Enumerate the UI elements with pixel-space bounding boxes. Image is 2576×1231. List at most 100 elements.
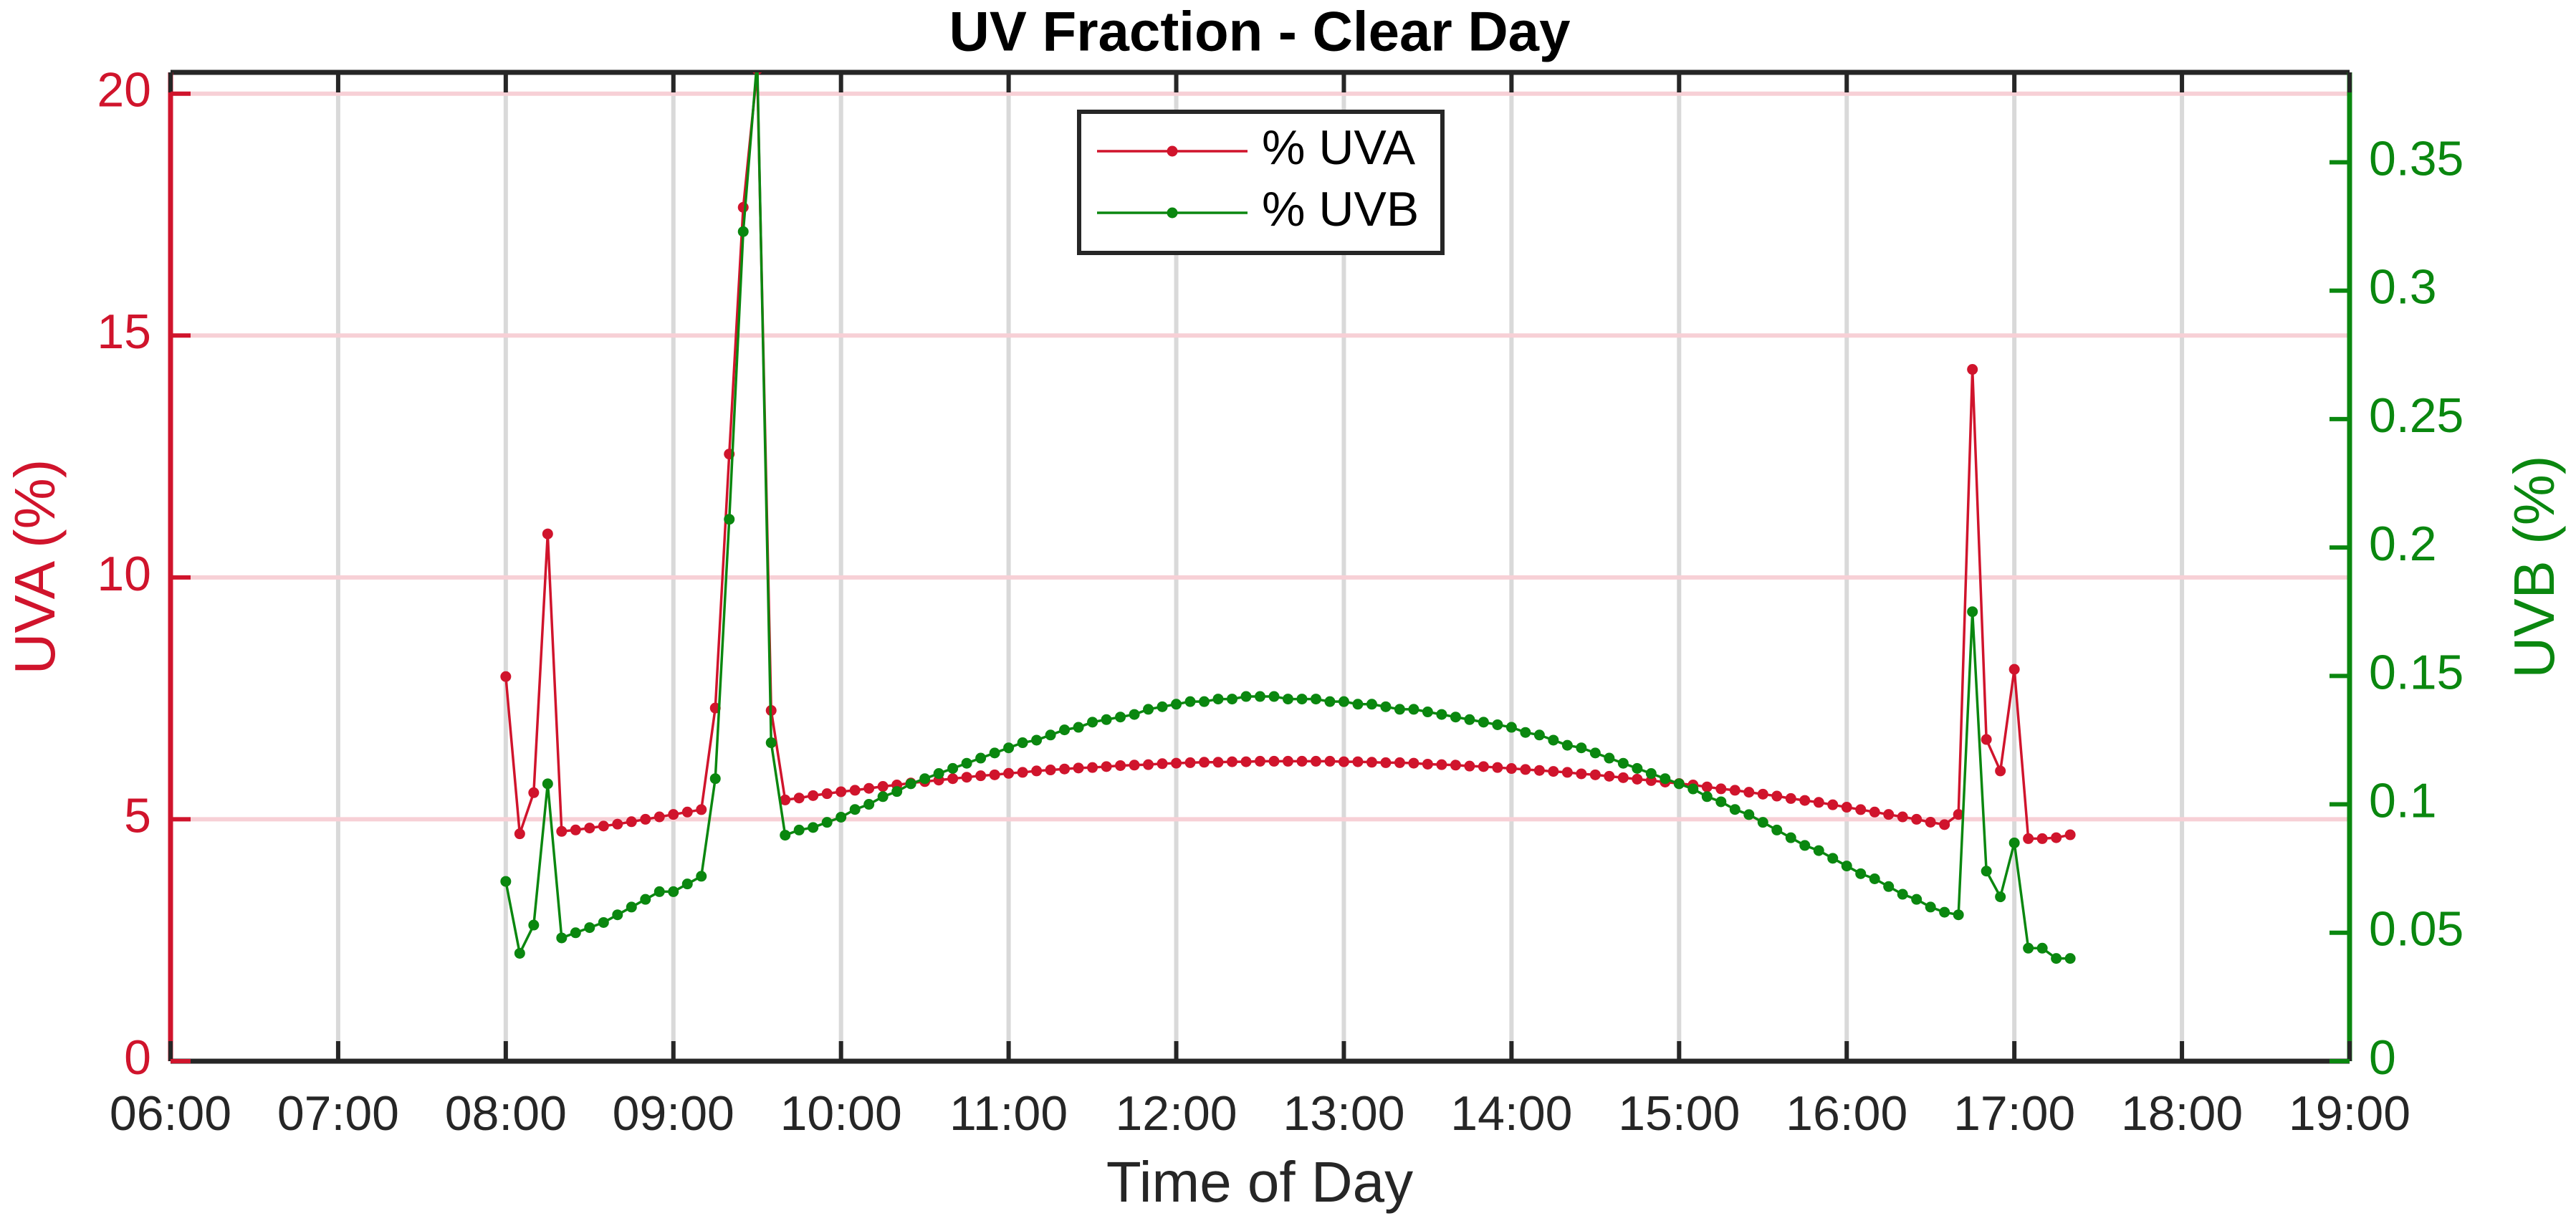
data-point: [1883, 881, 1895, 892]
data-point: [835, 786, 847, 797]
data-point: [1199, 696, 1210, 707]
x-tick-label: 17:00: [1953, 1086, 2075, 1141]
data-point: [640, 894, 651, 905]
x-tick-label: 10:00: [780, 1086, 902, 1141]
data-point: [933, 768, 944, 780]
data-point: [598, 820, 609, 832]
data-point: [975, 752, 987, 764]
data-point: [1925, 816, 1936, 828]
y-tick-label: 15: [97, 305, 151, 359]
data-point: [1338, 696, 1349, 707]
data-point: [1632, 773, 1643, 785]
data-point: [821, 817, 833, 828]
data-point: [1492, 719, 1503, 730]
legend-label: % UVA: [1262, 120, 1416, 175]
data-point: [1533, 765, 1545, 776]
data-point: [542, 778, 553, 790]
data-point: [1981, 734, 1992, 745]
data-point: [1520, 727, 1531, 738]
data-point: [863, 782, 875, 794]
data-point: [1939, 906, 1950, 918]
data-point: [1310, 755, 1321, 767]
data-point: [1799, 795, 1811, 806]
y2-tick-label: 0.25: [2369, 388, 2464, 443]
data-point: [1380, 701, 1392, 712]
data-point: [1589, 747, 1601, 759]
data-point: [542, 528, 553, 540]
data-point: [877, 781, 889, 792]
y2-tick-label: 0.2: [2369, 517, 2437, 571]
data-point: [709, 773, 721, 785]
data-point: [1897, 888, 1908, 900]
legend-label: % UVB: [1262, 182, 1419, 236]
data-point: [1115, 712, 1126, 723]
data-point: [1785, 792, 1796, 804]
data-point: [947, 773, 959, 785]
data-point: [1743, 787, 1755, 798]
data-point: [668, 809, 679, 820]
data-point: [2023, 833, 2034, 844]
data-point: [1729, 785, 1741, 796]
data-point: [1701, 781, 1713, 792]
data-point: [1841, 802, 1852, 813]
data-point: [1101, 761, 1112, 772]
data-point: [793, 792, 805, 804]
data-point: [905, 778, 916, 790]
plot-area: [500, 72, 2076, 964]
data-point: [1296, 755, 1308, 767]
data-point: [1017, 737, 1028, 749]
data-point: [668, 886, 679, 897]
legend-box: [1077, 110, 1445, 255]
data-point: [626, 901, 637, 913]
data-point: [1981, 866, 1992, 877]
data-point: [1017, 767, 1028, 778]
data-point: [1129, 709, 1140, 720]
data-point: [849, 785, 861, 796]
data-point: [737, 201, 749, 213]
x-tick-label: 18:00: [2121, 1086, 2243, 1141]
data-point: [1478, 761, 1489, 772]
data-point: [1576, 742, 1587, 754]
data-point: [2008, 664, 2020, 675]
data-point: [1953, 809, 1964, 820]
data-point: [1967, 606, 1978, 618]
x-tick-label: 11:00: [949, 1086, 1068, 1141]
x-tick-label: 09:00: [613, 1086, 734, 1141]
data-point: [808, 822, 819, 833]
data-point: [570, 927, 581, 939]
data-point: [1394, 704, 1405, 715]
data-point: [2036, 942, 2048, 954]
data-point: [653, 886, 665, 897]
data-point: [2064, 829, 2076, 840]
legend-marker: [1167, 207, 1178, 219]
data-point: [1715, 783, 1727, 795]
data-point: [681, 878, 693, 890]
data-point: [2051, 832, 2062, 843]
data-point: [2051, 953, 2062, 964]
data-point: [1771, 824, 1783, 835]
data-point: [612, 818, 623, 830]
data-point: [1533, 729, 1545, 741]
data-point: [1939, 819, 1950, 830]
data-point: [1003, 767, 1015, 779]
data-point: [961, 772, 972, 783]
data-point: [584, 823, 595, 834]
data-point: [1087, 717, 1098, 728]
data-point: [1687, 783, 1699, 795]
x-tick-label: 12:00: [1115, 1086, 1237, 1141]
data-point: [961, 757, 972, 769]
data-point: [514, 828, 525, 840]
data-point: [1855, 868, 1867, 879]
data-point: [696, 871, 707, 882]
data-point: [1184, 757, 1196, 768]
data-point: [1045, 729, 1056, 741]
y-tick-label: 10: [97, 547, 151, 601]
data-point: [1087, 762, 1098, 773]
data-point: [1199, 757, 1210, 768]
data-point: [1995, 765, 2006, 777]
data-point: [1338, 756, 1349, 767]
data-point: [1450, 712, 1461, 723]
data-point: [612, 909, 623, 921]
data-point: [780, 830, 791, 841]
